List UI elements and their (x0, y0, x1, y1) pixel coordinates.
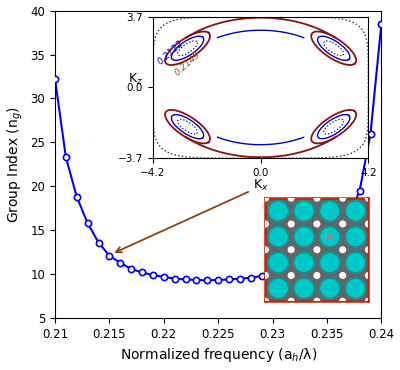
Y-axis label: Group Index (n$_g$): Group Index (n$_g$) (6, 106, 25, 223)
X-axis label: Normalized frequency (a$_h$/λ): Normalized frequency (a$_h$/λ) (120, 346, 317, 364)
